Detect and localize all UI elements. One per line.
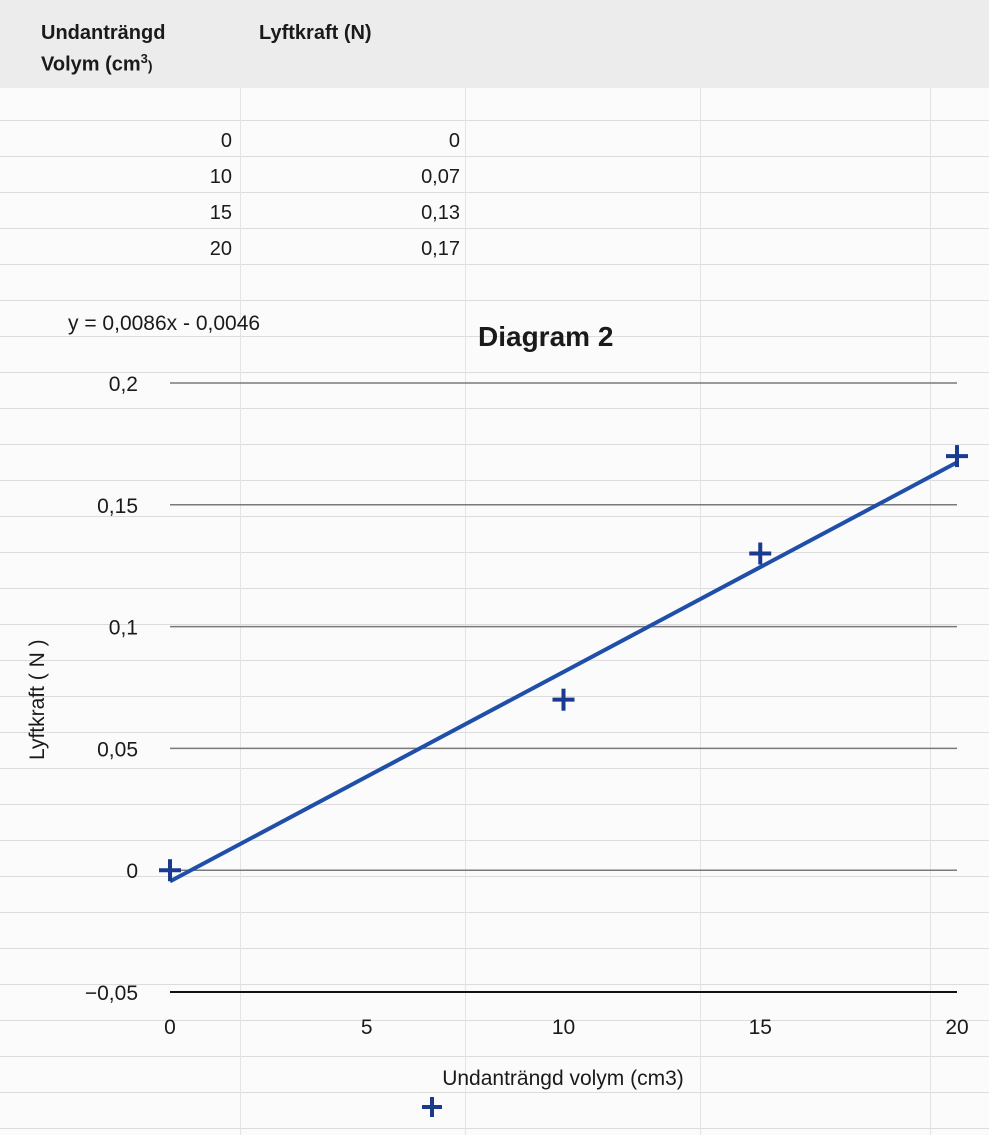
sheet-rule — [0, 192, 989, 193]
sheet-rule — [0, 1020, 989, 1021]
table-cell-force: 0,13 — [421, 202, 460, 224]
chart-title: Diagram 2 — [478, 321, 614, 352]
sheet-rule — [0, 624, 989, 625]
sheet-rule — [0, 948, 989, 949]
sheet-column-rule — [700, 0, 701, 1135]
sheet-rule — [0, 768, 989, 769]
sheet-rule — [0, 1128, 989, 1129]
table-cell-volume: 20 — [209, 238, 232, 260]
y-axis-label: Lyftkraft ( N ) — [26, 639, 49, 760]
sheet-rule — [0, 840, 989, 841]
trendline — [169, 460, 958, 884]
sheet-rule — [0, 300, 989, 301]
sheet-rule — [0, 660, 989, 661]
legend-marker — [422, 1097, 442, 1117]
table-cell-force: 0,07 — [421, 166, 460, 188]
y-tick-label: 0,05 — [97, 738, 138, 761]
table-cell-force: 0 — [448, 130, 460, 152]
sheet-rule — [0, 588, 989, 589]
table-cell-volume: 0 — [220, 130, 232, 152]
sheet-rule — [0, 876, 989, 877]
sheet-rule — [0, 696, 989, 697]
y-tick-label: 0,1 — [109, 617, 138, 640]
data-point — [552, 688, 575, 711]
x-tick-label: 15 — [749, 1016, 772, 1039]
header-volume: Undanträngd Volym (cm3) — [41, 20, 165, 79]
x-tick-label: 5 — [361, 1016, 373, 1039]
sheet-column-rule — [465, 0, 466, 1135]
x-tick-label: 0 — [164, 1016, 176, 1039]
y-tick-label: −0,05 — [85, 982, 138, 1005]
y-tick-label: 0 — [126, 860, 138, 883]
sheet-rule — [0, 804, 989, 805]
sheet-rule — [0, 552, 989, 553]
sheet-rule — [0, 516, 989, 517]
sheet-rule — [0, 264, 989, 265]
data-point — [946, 445, 968, 468]
sheet-rule — [0, 408, 989, 409]
data-point — [749, 542, 772, 565]
header-volume-line2: Volym (cm — [41, 53, 141, 76]
sheet-rule — [0, 732, 989, 733]
table-cell-volume: 15 — [209, 202, 232, 224]
sheet-rule — [0, 336, 989, 337]
sheet-rule — [0, 1092, 989, 1093]
table-cell-force: 0,17 — [421, 238, 460, 260]
trendline-equation: y = 0,0086x - 0,0046 — [68, 312, 261, 335]
y-tick-label: 0,15 — [97, 495, 138, 518]
table-cell-volume: 10 — [209, 166, 232, 188]
data-point — [159, 859, 181, 882]
sheet-rule — [0, 156, 989, 157]
sheet-rule — [0, 228, 989, 229]
sheet-rule — [0, 912, 989, 913]
y-tick-label: 0,2 — [109, 373, 138, 396]
header-volume-close: ) — [147, 57, 153, 74]
x-tick-label: 10 — [552, 1016, 575, 1039]
sheet-rule — [0, 372, 989, 373]
x-tick-label: 20 — [945, 1016, 968, 1039]
sheet-rule — [0, 480, 989, 481]
sheet-column-rule — [930, 0, 931, 1135]
sheet-column-rule — [240, 0, 241, 1135]
sheet-rule — [0, 120, 989, 121]
header-volume-line1: Undanträngd — [41, 22, 166, 44]
sheet-rule — [0, 984, 989, 985]
x-axis-label: Undanträngd volym (cm3) — [442, 1067, 684, 1090]
header-volume-sup: 3 — [140, 51, 148, 66]
header-force: Lyftkraft (N) — [259, 22, 372, 44]
sheet-rule — [0, 444, 989, 445]
sheet-rule — [0, 1056, 989, 1057]
table-header: Undanträngd Volym (cm3) Lyftkraft (N) — [0, 0, 989, 88]
